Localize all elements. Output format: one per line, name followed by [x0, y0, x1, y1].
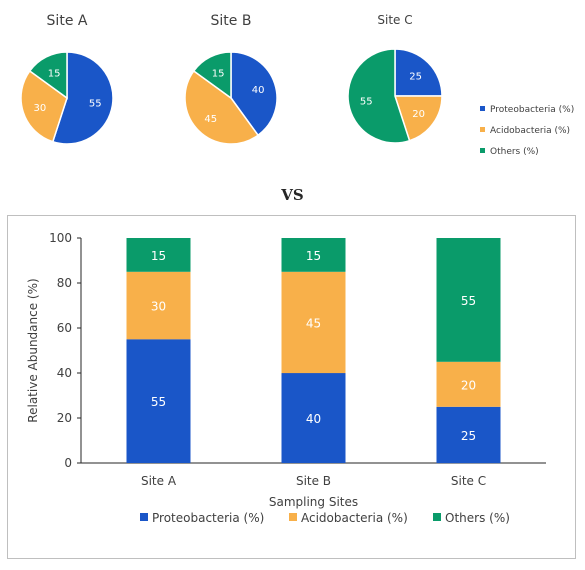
bar-label-site-c-acidobacteria: 20: [461, 378, 476, 392]
bar-label-site-c-proteobacteria: 25: [461, 429, 476, 443]
y-tick-label-80: 80: [57, 276, 72, 290]
pie-site-a-label-proteobacteria: 55: [89, 99, 102, 110]
pie-site-c-slice-proteobacteria: [394, 48, 443, 97]
pie-legend-swatch-acidobacteria: [480, 127, 485, 132]
pie-legend-swatch-proteobacteria: [480, 106, 485, 111]
pie-site-c-label-acidobacteria: 20: [412, 109, 425, 120]
bar-label-site-c-others: 55: [461, 294, 476, 308]
bar-site-a-proteobacteria: [126, 339, 191, 463]
pie-legend-label-acidobacteria: Acidobacteria (%): [490, 126, 570, 136]
y-tick-label-0: 0: [64, 456, 72, 470]
bar-legend-label-others: Others (%): [445, 511, 510, 525]
pie-site-c-label-others: 55: [360, 97, 373, 108]
pie-site-b-label-others: 15: [212, 69, 225, 80]
pie-site-c-label-proteobacteria: 25: [409, 71, 422, 82]
vs-separator: VS: [281, 186, 304, 204]
bar-site-c-acidobacteria: [436, 361, 501, 407]
pie-site-a-slice-acidobacteria: [20, 69, 68, 143]
bar-legend-swatch-proteobacteria: [140, 513, 148, 521]
bar-legend-label-acidobacteria: Acidobacteria (%): [301, 511, 408, 525]
pie-site-b-slice-acidobacteria: [184, 69, 260, 145]
pie-site-a-label-others: 15: [48, 69, 61, 80]
bar-label-site-b-acidobacteria: 45: [306, 316, 321, 330]
pie-site-a-label-acidobacteria: 30: [34, 103, 47, 114]
pie-legend-label-proteobacteria: Proteobacteria (%): [490, 105, 574, 115]
pie-legend-label-others: Others (%): [490, 147, 539, 157]
pie-site-b-slice-proteobacteria: [230, 51, 278, 137]
pie-site-a-title: Site A: [47, 13, 88, 29]
bar-label-site-b-others: 15: [306, 249, 321, 263]
bar-site-c-proteobacteria: [436, 406, 501, 464]
x-tick-label-site-a: Site A: [141, 474, 177, 488]
stacked-bar-chart-frame: 0 20 40 60 80 100 55 30 15 Site A 40 45 15 Site B 25 20…: [7, 215, 576, 559]
x-tick-label-site-b: Site B: [296, 474, 331, 488]
pie-site-b-label-proteobacteria: 40: [252, 85, 265, 96]
bar-site-a-others: [126, 238, 191, 272]
pie-charts-panel: Site A 55 30 15 Site B 40 45 15 Site C 25 20 55 Prot…: [20, 13, 574, 157]
y-tick-label-100: 100: [49, 231, 72, 245]
x-tick-label-site-c: Site C: [451, 474, 486, 488]
bar-site-c-others: [436, 238, 501, 362]
bar-label-site-a-others: 15: [151, 249, 166, 263]
pie-site-a-slice-proteobacteria: [51, 51, 114, 145]
bar-site-b-acidobacteria: [281, 271, 346, 374]
pie-site-c-title: Site C: [377, 13, 412, 27]
bar-site-b-proteobacteria: [281, 373, 346, 463]
pie-site-c-slice-acidobacteria: [393, 95, 443, 142]
pie-site-c-slice-others: [347, 48, 411, 144]
bar-site-a-acidobacteria: [126, 271, 191, 340]
bar-legend-label-proteobacteria: Proteobacteria (%): [152, 511, 264, 525]
stacked-bar-chart: 0 20 40 60 80 100 55 30 15 Site A 40 45 15 Site B 25 20…: [26, 231, 546, 525]
y-axis-title: Relative Abundance (%): [26, 278, 40, 422]
y-tick-label-20: 20: [57, 411, 72, 425]
bar-label-site-a-acidobacteria: 30: [151, 300, 166, 314]
pie-site-a-slice-others: [28, 51, 68, 100]
x-axis-title: Sampling Sites: [269, 495, 358, 509]
y-tick-label-60: 60: [57, 321, 72, 335]
bar-legend-swatch-acidobacteria: [289, 513, 297, 521]
pie-legend-swatch-others: [480, 148, 485, 153]
bar-site-b-others: [281, 238, 346, 272]
pie-site-b-title: Site B: [211, 13, 252, 29]
pie-site-b-label-acidobacteria: 45: [204, 114, 217, 125]
bar-label-site-a-proteobacteria: 55: [151, 395, 166, 409]
y-tick-label-40: 40: [57, 366, 72, 380]
pie-site-b-slice-others: [192, 51, 232, 100]
bar-label-site-b-proteobacteria: 40: [306, 412, 321, 426]
bar-legend-swatch-others: [433, 513, 441, 521]
